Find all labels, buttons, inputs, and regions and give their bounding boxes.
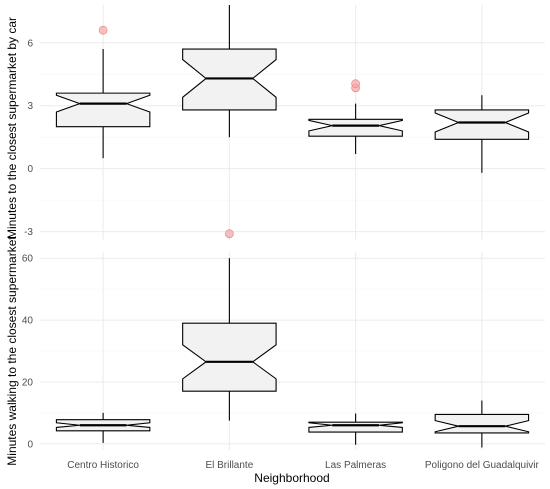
x-tick-label: Poligono del Guadalquivir bbox=[425, 460, 540, 471]
outlier-point bbox=[98, 25, 108, 35]
x-tick-label: Las Palmeras bbox=[325, 460, 386, 471]
y-tick-label: 60 bbox=[22, 254, 34, 265]
y-axis-title-walking: Minutes walking to the closest supermark… bbox=[5, 236, 19, 466]
panel-car: -3 0 3 6 bbox=[24, 5, 545, 240]
box-walking-0 bbox=[55, 412, 151, 443]
y-tick-label: 6 bbox=[27, 38, 33, 49]
x-tick-label: Centro Historico bbox=[67, 460, 139, 471]
panel-walking: 0 20 40 60 Centro Historico El Brillante Las P… bbox=[22, 252, 545, 471]
box-walking-2 bbox=[308, 413, 403, 445]
y-tick-label: 20 bbox=[22, 377, 34, 388]
y-tick-label: 3 bbox=[27, 101, 33, 112]
y-axis-title-car: Minutes to the closest supermarket by ca… bbox=[5, 17, 19, 239]
box-walking-3 bbox=[434, 400, 530, 448]
box-car-2 bbox=[308, 79, 403, 154]
box-car-0 bbox=[55, 25, 151, 159]
box-car-1 bbox=[182, 5, 277, 239]
box-body bbox=[308, 421, 403, 433]
y-tick-label: 0 bbox=[27, 439, 33, 450]
y-tick-label: 40 bbox=[22, 316, 34, 327]
box-body bbox=[434, 109, 530, 140]
y-tick-label: -3 bbox=[24, 227, 33, 238]
box-body bbox=[308, 118, 403, 137]
y-tick-label: 0 bbox=[27, 164, 33, 175]
box-body bbox=[55, 92, 151, 128]
box-walking-1 bbox=[182, 258, 277, 421]
box-car-3 bbox=[434, 95, 530, 173]
outlier-point bbox=[224, 229, 234, 239]
x-axis-title: Neighborhood bbox=[254, 471, 329, 485]
box-body bbox=[182, 322, 277, 392]
box-body bbox=[434, 413, 530, 434]
outlier-point bbox=[351, 79, 361, 89]
x-tick-label: El Brillante bbox=[205, 460, 253, 471]
